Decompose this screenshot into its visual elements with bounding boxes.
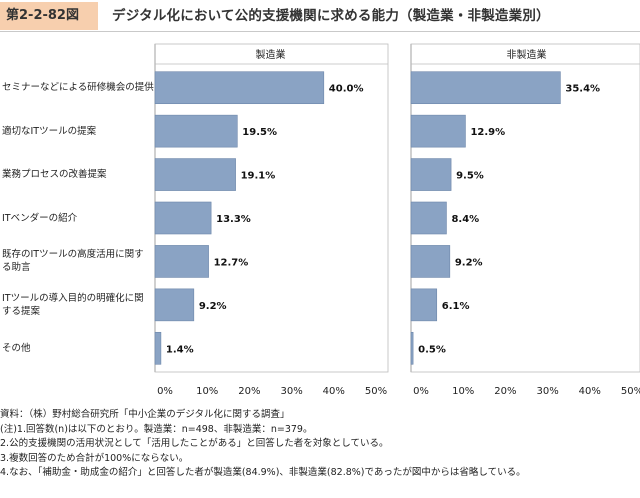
panel-1-title: 製造業 [256, 48, 286, 61]
panel-1-value-label: 9.2% [199, 301, 227, 312]
panel-1-x-tick-label: 50% [365, 386, 387, 397]
panel-1-value-label: 40.0% [329, 84, 364, 95]
category-label: セミナーなどによる研修機会の提供 [2, 82, 154, 94]
panel-2-x-tick-label: 10% [452, 386, 474, 397]
figure-number: 第2-2-82図 [0, 2, 98, 30]
panel-1-bar [154, 201, 212, 235]
category-label: その他 [2, 342, 31, 354]
panel-1-bar [154, 158, 236, 191]
panel-2-value-label: 9.2% [455, 257, 483, 268]
category-label: 既存のITツールの高度活用に関す る助言 [2, 249, 144, 274]
category-label: ITベンダーの紹介 [2, 212, 78, 224]
panel-1-value-label: 19.1% [241, 171, 276, 182]
panel-2-bar [410, 288, 438, 322]
figure-header: 第2-2-82図 デジタル化において公的支援機関に求める能力（製造業・非製造業別… [0, 0, 640, 32]
panel-1-value-label: 13.3% [216, 214, 251, 225]
panel-1-bar [154, 71, 325, 105]
panel-2-value-label: 0.5% [418, 344, 446, 355]
panel-2-value-label: 35.4% [565, 84, 600, 95]
panel-2-x-tick-label: 20% [494, 386, 516, 397]
panel-1-bar [154, 288, 195, 322]
panel-1-x-tick-label: 0% [157, 386, 173, 397]
panel-1-bar [154, 331, 162, 365]
category-label: 業務プロセスの改善提案 [2, 169, 107, 181]
panel-2-bar [410, 201, 447, 235]
panel-2-value-label: 9.5% [456, 171, 484, 182]
panel-1-value-label: 12.7% [214, 257, 249, 268]
header-divider [0, 31, 640, 32]
panel-2-x-tick-label: 50% [621, 386, 640, 397]
note-3: 3.複数回答のため合計が100%にならない。 [0, 452, 189, 464]
panel-2-bar [410, 331, 414, 365]
panel-1-bar [154, 114, 238, 148]
panel-2-x-tick-label: 0% [413, 386, 429, 397]
note-1: (注)1.回答数(n)は以下のとおり。製造業：n=498、非製造業：n=379。 [0, 423, 313, 435]
panel-1-x-tick-label: 20% [238, 386, 260, 397]
panel-1-value-label: 1.4% [166, 344, 194, 355]
panel-1-x-tick-label: 30% [280, 386, 302, 397]
panel-2-bar [410, 114, 466, 148]
panel-2-value-label: 8.4% [451, 214, 479, 225]
panel-1-x-tick-label: 10% [196, 386, 218, 397]
bar-chart: 製造業 40.0% 19.5% 19.1% 13.3% 12.7% 9.2% 1.4% 0% 10… [154, 43, 640, 397]
panel-2-value-label: 12.9% [470, 127, 505, 138]
panel-1-value-label: 19.5% [242, 127, 277, 138]
panel-2-bar [410, 245, 451, 278]
panel-2-value-label: 6.1% [442, 301, 470, 312]
note-4: 4.なお、「補助金・助成金の紹介」と回答した者が製造業(84.9%)、非製造業(… [0, 467, 526, 479]
panel-2-x-tick-label: 30% [536, 386, 558, 397]
panel-2-bar [410, 158, 452, 191]
category-label: ITツールの導入目的の明確化に関 する提案 [2, 292, 144, 317]
category-label: 適切なITツールの提案 [2, 125, 97, 137]
note-source: 資料：（株）野村総合研究所「中小企業のデジタル化に関する調査」 [0, 409, 290, 420]
note-2: 2.公的支援機関の活用状況として「活用したことがある」と回答した者を対象としてい… [0, 438, 389, 450]
panel-1-bar [154, 245, 209, 278]
panel-1-x-tick-label: 40% [323, 386, 345, 397]
panel-2-x-tick-label: 40% [579, 386, 601, 397]
panel-2-bar [410, 71, 561, 105]
figure-title: デジタル化において公的支援機関に求める能力（製造業・非製造業別） [112, 8, 550, 24]
notes: 資料：（株）野村総合研究所「中小企業のデジタル化に関する調査」 (注)1.回答数… [0, 408, 640, 481]
panel-2-title: 非製造業 [507, 48, 547, 61]
